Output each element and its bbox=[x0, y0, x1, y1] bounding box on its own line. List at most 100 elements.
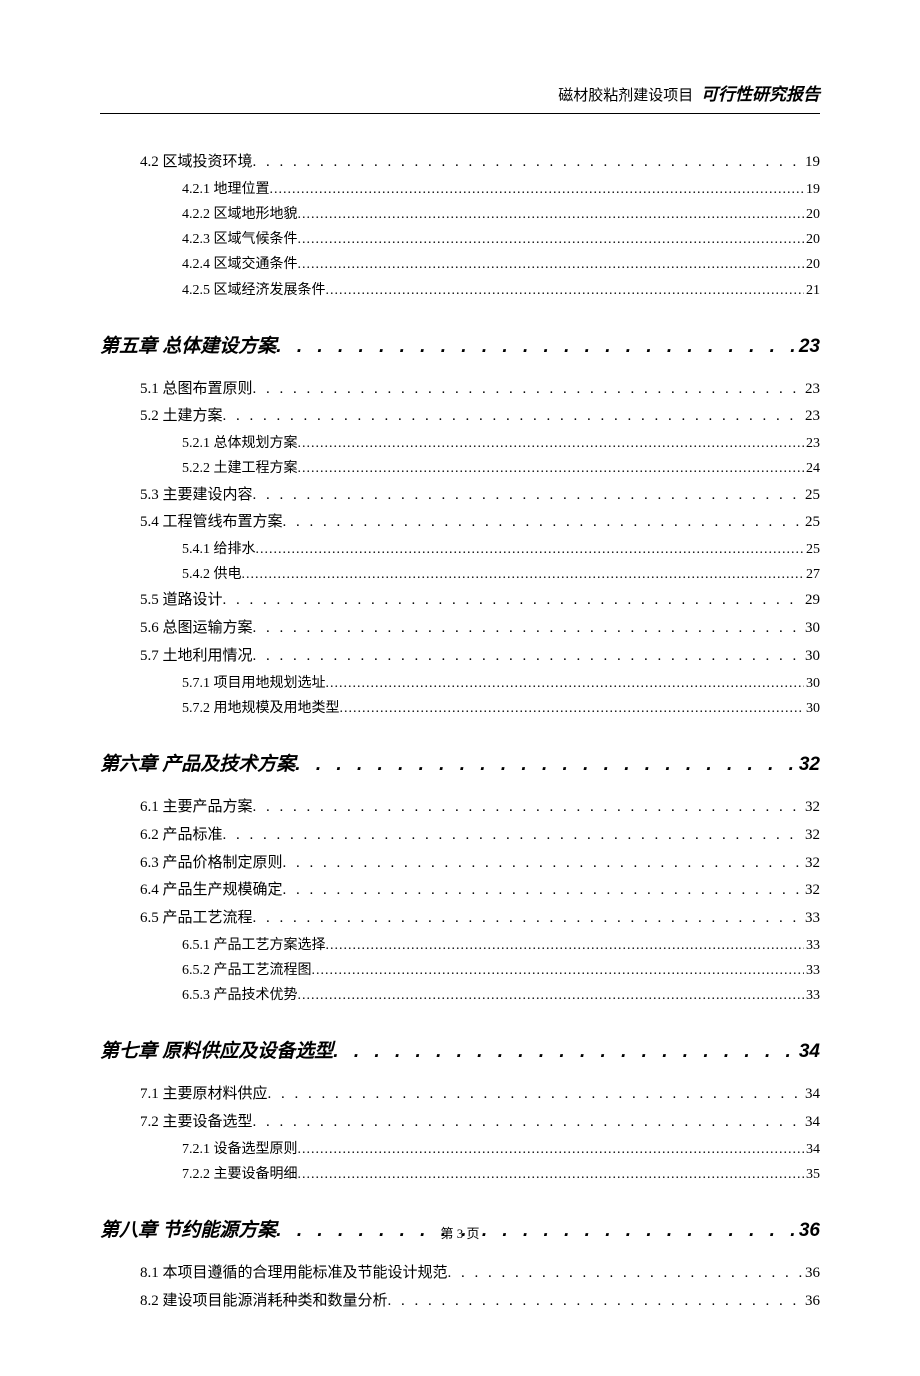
toc-page-number: 32 bbox=[803, 877, 820, 905]
toc-entry: 5.4.1 给排水...............................… bbox=[182, 537, 820, 562]
toc-title: 4.2.2 区域地形地貌 bbox=[182, 202, 298, 227]
toc-page-number: 32 bbox=[797, 754, 820, 776]
toc-title: 5.7.1 项目用地规划选址 bbox=[182, 671, 326, 696]
toc-page-number: 25 bbox=[803, 509, 820, 537]
toc-title: 6.5.2 产品工艺流程图 bbox=[182, 958, 312, 983]
toc-dot-leader: ........................................… bbox=[326, 671, 805, 696]
toc-dot-leader: . . . . . . . . . . . . . . . . . . . . … bbox=[283, 877, 803, 905]
toc-page-number: 32 bbox=[803, 794, 820, 822]
toc-page-number: 19 bbox=[803, 149, 820, 177]
toc-dot-leader: . . . . . . . . . . . . . . . . . . . . … bbox=[223, 403, 803, 431]
toc-page-number: 25 bbox=[803, 482, 820, 510]
toc-title: 4.2.3 区域气候条件 bbox=[182, 227, 298, 252]
toc-entry: 第五章 总体建设方案. . . . . . . . . . . . . . . … bbox=[100, 331, 820, 358]
toc-dot-leader: . . . . . . . . . . . . . . . . . . . . … bbox=[276, 336, 797, 358]
toc-page-number: 32 bbox=[803, 822, 820, 850]
toc-title: 第六章 产品及技术方案 bbox=[100, 749, 295, 776]
toc-entry: 第六章 产品及技术方案. . . . . . . . . . . . . . .… bbox=[100, 749, 820, 776]
toc-dot-leader: ........................................… bbox=[298, 252, 805, 277]
toc-title: 第五章 总体建设方案 bbox=[100, 331, 276, 358]
toc-dot-leader: . . . . . . . . . . . . . . . . . . . . … bbox=[253, 1109, 803, 1137]
toc-dot-leader: ........................................… bbox=[340, 696, 805, 721]
toc-dot-leader: ........................................… bbox=[298, 1137, 805, 1162]
toc-entry: 7.2.1 设备选型原则............................… bbox=[182, 1137, 820, 1162]
toc-dot-leader: . . . . . . . . . . . . . . . . . . . . … bbox=[268, 1081, 803, 1109]
toc-page-number: 33 bbox=[803, 905, 820, 933]
toc-dot-leader: ........................................… bbox=[242, 562, 805, 587]
toc-dot-leader: ........................................… bbox=[298, 431, 805, 456]
toc-dot-leader: . . . . . . . . . . . . . . . . . . . . … bbox=[333, 1041, 797, 1063]
toc-dot-leader: ........................................… bbox=[298, 227, 805, 252]
toc-entry: 6.5.2 产品工艺流程图...........................… bbox=[182, 958, 820, 983]
toc-dot-leader: . . . . . . . . . . . . . . . . . . . . … bbox=[253, 905, 803, 933]
toc-dot-leader: . . . . . . . . . . . . . . . . . . . . … bbox=[253, 376, 803, 404]
toc-page-number: 35 bbox=[804, 1162, 820, 1187]
toc-title: 5.4 工程管线布置方案 bbox=[140, 509, 283, 537]
toc-title: 6.3 产品价格制定原则 bbox=[140, 850, 283, 878]
toc-dot-leader: . . . . . . . . . . . . . . . . . . . . … bbox=[253, 643, 803, 671]
page-footer: 第 3 页 bbox=[0, 1223, 920, 1242]
toc-title: 5.1 总图布置原则 bbox=[140, 376, 253, 404]
toc-title: 6.5.3 产品技术优势 bbox=[182, 983, 298, 1008]
toc-entry: 4.2.3 区域气候条件............................… bbox=[182, 227, 820, 252]
toc-entry: 8.1 本项目遵循的合理用能标准及节能设计规范. . . . . . . . .… bbox=[140, 1260, 820, 1288]
toc-title: 4.2 区域投资环境 bbox=[140, 149, 253, 177]
toc-title: 4.2.4 区域交通条件 bbox=[182, 252, 298, 277]
toc-entry: 5.7.2 用地规模及用地类型.........................… bbox=[182, 696, 820, 721]
header-report-type: 可行性研究报告 bbox=[701, 85, 820, 104]
toc-title: 6.2 产品标准 bbox=[140, 822, 223, 850]
toc-title: 5.4.1 给排水 bbox=[182, 537, 256, 562]
toc-title: 5.6 总图运输方案 bbox=[140, 615, 253, 643]
toc-dot-leader: . . . . . . . . . . . . . . . . . . . . … bbox=[253, 149, 803, 177]
toc-dot-leader: . . . . . . . . . . . . . . . . . . . . … bbox=[448, 1260, 803, 1288]
toc-title: 7.1 主要原材料供应 bbox=[140, 1081, 268, 1109]
toc-dot-leader: ........................................… bbox=[256, 537, 805, 562]
toc-entry: 6.4 产品生产规模确定. . . . . . . . . . . . . . … bbox=[140, 877, 820, 905]
toc-entry: 6.3 产品价格制定原则. . . . . . . . . . . . . . … bbox=[140, 850, 820, 878]
toc-page-number: 30 bbox=[803, 643, 820, 671]
toc-dot-leader: ........................................… bbox=[298, 983, 805, 1008]
toc-title: 5.3 主要建设内容 bbox=[140, 482, 253, 510]
toc-entry: 5.7.1 项目用地规划选址..........................… bbox=[182, 671, 820, 696]
toc-entry: 6.5.3 产品技术优势............................… bbox=[182, 983, 820, 1008]
toc-dot-leader: ........................................… bbox=[298, 456, 805, 481]
toc-page-number: 33 bbox=[804, 933, 820, 958]
toc-title: 6.5.1 产品工艺方案选择 bbox=[182, 933, 326, 958]
toc-page-number: 23 bbox=[803, 376, 820, 404]
toc-entry: 4.2.2 区域地形地貌............................… bbox=[182, 202, 820, 227]
toc-dot-leader: ........................................… bbox=[312, 958, 805, 983]
toc-dot-leader: . . . . . . . . . . . . . . . . . . . . … bbox=[253, 794, 803, 822]
toc-entry: 4.2 区域投资环境. . . . . . . . . . . . . . . … bbox=[140, 149, 820, 177]
toc-page-number: 23 bbox=[803, 403, 820, 431]
toc-page-number: 27 bbox=[804, 562, 820, 587]
toc-entry: 6.5 产品工艺流程. . . . . . . . . . . . . . . … bbox=[140, 905, 820, 933]
toc-dot-leader: . . . . . . . . . . . . . . . . . . . . … bbox=[253, 482, 803, 510]
toc-entry: 5.2.1 总体规划方案............................… bbox=[182, 431, 820, 456]
toc-page-number: 34 bbox=[804, 1137, 820, 1162]
toc-dot-leader: . . . . . . . . . . . . . . . . . . . . … bbox=[283, 850, 803, 878]
toc-title: 第七章 原料供应及设备选型 bbox=[100, 1036, 333, 1063]
toc-page-number: 19 bbox=[804, 177, 820, 202]
toc-title: 5.7.2 用地规模及用地类型 bbox=[182, 696, 340, 721]
toc-entry: 4.2.1 地理位置..............................… bbox=[182, 177, 820, 202]
toc-dot-leader: ........................................… bbox=[298, 202, 805, 227]
toc-entry: 7.2.2 主要设备明细............................… bbox=[182, 1162, 820, 1187]
toc-dot-leader: . . . . . . . . . . . . . . . . . . . . … bbox=[223, 822, 803, 850]
table-of-contents: 4.2 区域投资环境. . . . . . . . . . . . . . . … bbox=[100, 149, 820, 1316]
toc-dot-leader: . . . . . . . . . . . . . . . . . . . . … bbox=[283, 509, 803, 537]
toc-entry: 6.1 主要产品方案. . . . . . . . . . . . . . . … bbox=[140, 794, 820, 822]
toc-dot-leader: . . . . . . . . . . . . . . . . . . . . … bbox=[223, 587, 803, 615]
toc-entry: 6.2 产品标准. . . . . . . . . . . . . . . . … bbox=[140, 822, 820, 850]
toc-page-number: 30 bbox=[804, 696, 820, 721]
page-header: 磁材胶粘剂建设项目 可行性研究报告 bbox=[100, 80, 820, 114]
toc-page-number: 24 bbox=[804, 456, 820, 481]
toc-title: 6.5 产品工艺流程 bbox=[140, 905, 253, 933]
toc-page-number: 36 bbox=[803, 1260, 820, 1288]
toc-entry: 5.5 道路设计. . . . . . . . . . . . . . . . … bbox=[140, 587, 820, 615]
toc-title: 6.1 主要产品方案 bbox=[140, 794, 253, 822]
toc-entry: 5.1 总图布置原则. . . . . . . . . . . . . . . … bbox=[140, 376, 820, 404]
toc-page-number: 34 bbox=[797, 1041, 820, 1063]
toc-page-number: 20 bbox=[804, 252, 820, 277]
toc-entry: 7.2 主要设备选型. . . . . . . . . . . . . . . … bbox=[140, 1109, 820, 1137]
toc-entry: 5.4 工程管线布置方案. . . . . . . . . . . . . . … bbox=[140, 509, 820, 537]
